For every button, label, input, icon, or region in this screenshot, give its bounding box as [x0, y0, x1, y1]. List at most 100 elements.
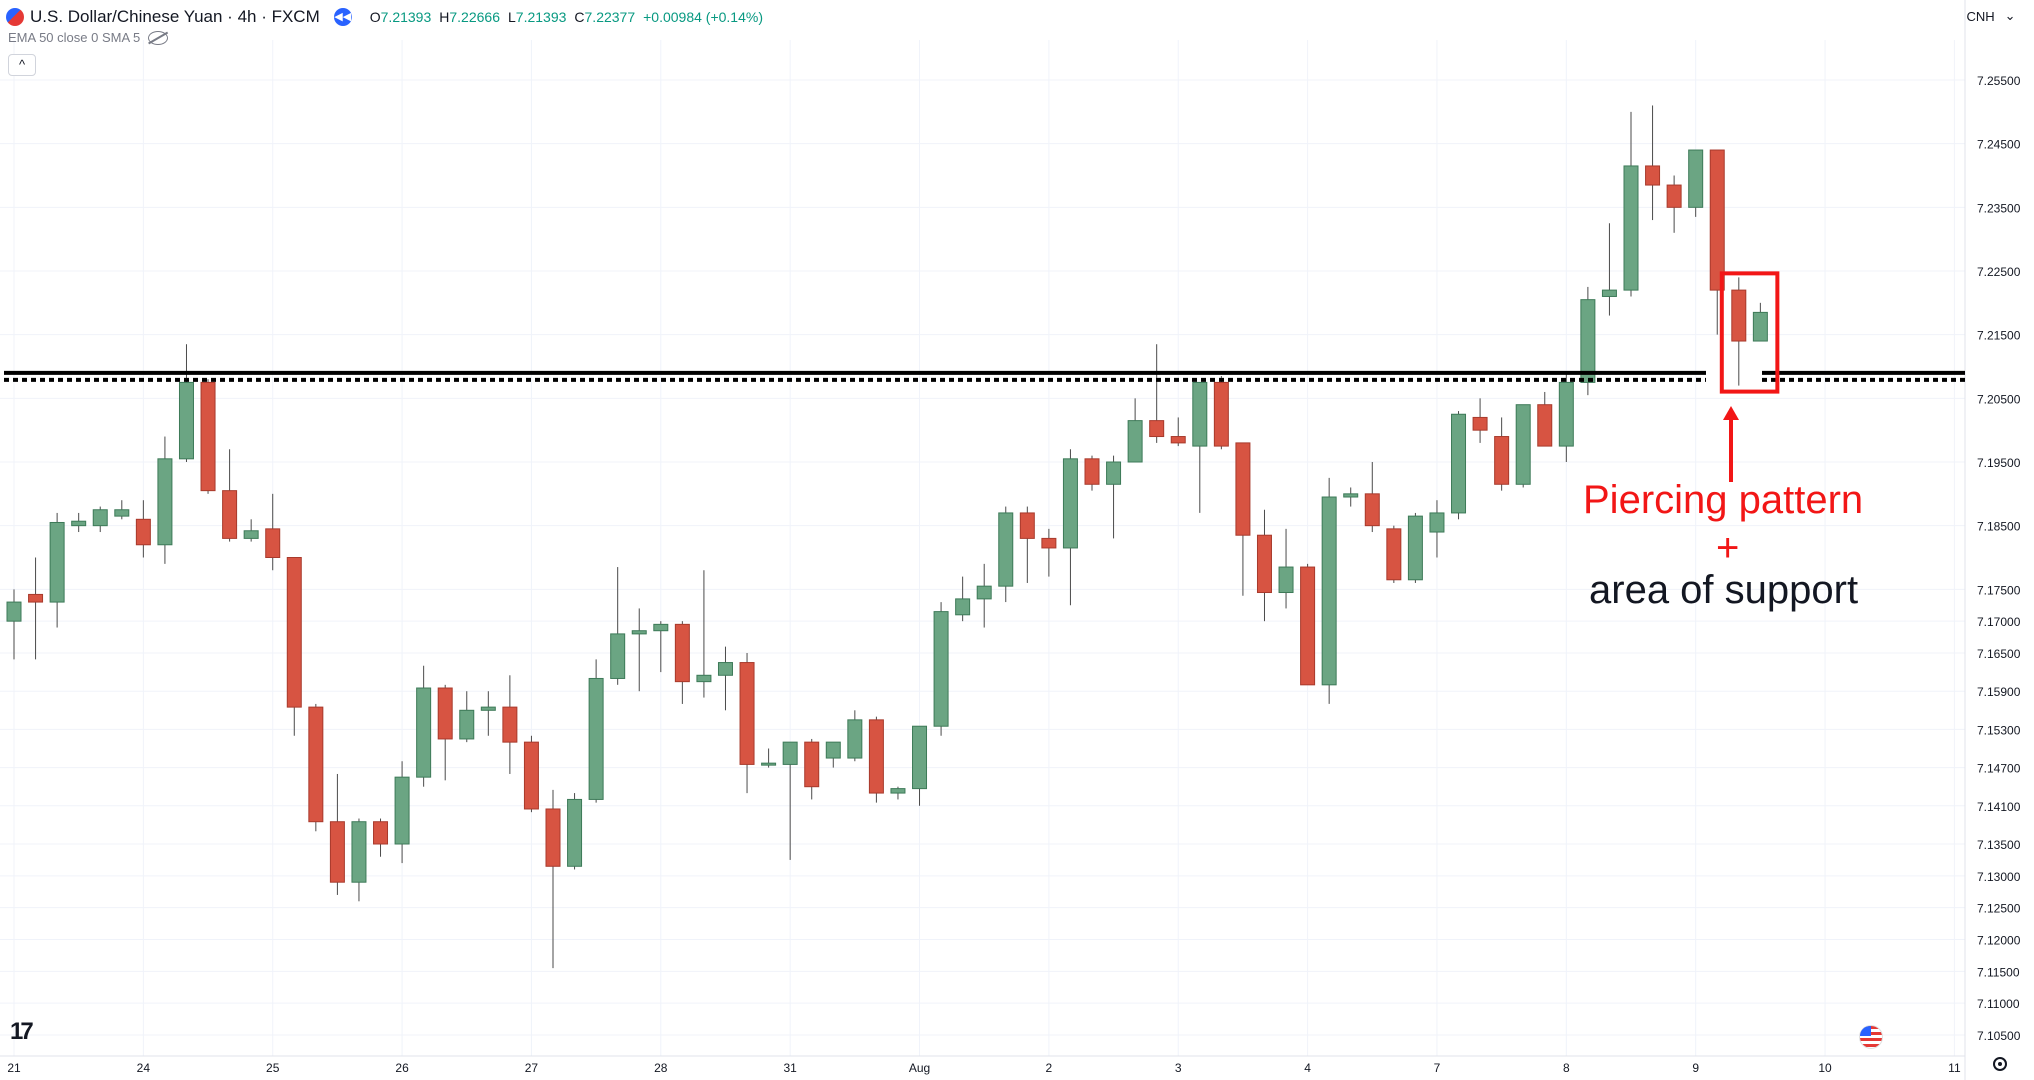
candle-body — [416, 687, 432, 778]
candle-body — [92, 509, 108, 527]
arrow-head — [1723, 406, 1739, 420]
candle-body — [1213, 381, 1229, 447]
candles — [6, 105, 1768, 969]
y-tick-label: 7.20500 — [1977, 392, 2021, 406]
replay-icon[interactable]: ◀◀ — [333, 8, 352, 26]
candle-body — [955, 598, 971, 616]
x-tick-label: 2 — [1046, 1061, 1053, 1075]
candle-body — [49, 521, 65, 603]
y-tick-label: 7.15900 — [1977, 685, 2021, 699]
candle-body — [1256, 534, 1272, 594]
y-tick-label: 7.23500 — [1977, 201, 2021, 215]
annotation-title: Piercing pattern — [1583, 478, 1864, 522]
candle-body — [71, 520, 87, 527]
eye-off-icon[interactable] — [148, 30, 169, 45]
candle-body — [1580, 299, 1596, 383]
candle-body — [351, 821, 367, 883]
currency-button[interactable]: CNH ⌄ — [1958, 4, 2024, 28]
candle-body — [976, 585, 992, 600]
tradingview-logo-icon[interactable]: 17 — [10, 1018, 34, 1045]
y-tick-label: 7.11000 — [1977, 997, 2020, 1011]
time-axis[interactable]: 21 24 25 26 27 28 31 Aug 2 3 4 7 8 9 10 11 — [7, 1061, 1961, 1075]
candle-body — [243, 530, 259, 539]
collapse-legend-button[interactable]: ^ — [8, 54, 36, 76]
candle-body — [1127, 420, 1143, 463]
us-flag-icon[interactable] — [1859, 1025, 1883, 1049]
candle-body — [912, 725, 928, 790]
chevron-down-icon: ⌄ — [2004, 8, 2016, 23]
annotation-subtitle: area of support — [1589, 568, 1859, 612]
x-tick-label: 25 — [266, 1061, 280, 1075]
price-axis[interactable]: 7.25500 7.24500 7.23500 7.22500 7.21500 7.205… — [1977, 74, 2021, 1043]
candle-body — [135, 518, 151, 546]
x-tick-label: 26 — [395, 1061, 409, 1075]
symbol-title[interactable]: U.S. Dollar/Chinese Yuan · 4h · FXCM — [30, 7, 320, 26]
candle-body — [1752, 311, 1768, 342]
candle-body — [157, 458, 173, 546]
chevron-up-icon: ^ — [18, 57, 26, 72]
low-value: 7.21393 — [515, 9, 567, 25]
candle-body — [1407, 515, 1423, 581]
candle-body — [1386, 528, 1402, 581]
candle-body — [1623, 165, 1639, 291]
candle-body — [1731, 289, 1747, 342]
settings-icon[interactable] — [1993, 1057, 2007, 1071]
candle-body — [1235, 442, 1251, 536]
open-label: O — [369, 9, 381, 25]
candle-body — [1364, 493, 1380, 527]
high-label: H — [439, 9, 450, 25]
y-tick-label: 7.12500 — [1977, 902, 2021, 916]
ohlc-values: O7.21393 H7.22666 L7.21393 C7.22377 +0.0… — [370, 9, 763, 25]
close-label: C — [574, 9, 585, 25]
y-tick-label: 7.15300 — [1977, 723, 2021, 737]
candle-body — [782, 741, 798, 765]
x-tick-label: 11 — [1948, 1061, 1961, 1075]
candle-body — [653, 623, 669, 632]
candle-body — [1645, 165, 1661, 186]
candle-body — [1062, 458, 1078, 549]
candle-body — [825, 741, 841, 759]
y-tick-label: 7.25500 — [1977, 74, 2021, 88]
candle-body — [1343, 493, 1359, 498]
candle-body — [1494, 436, 1510, 485]
x-tick-label: 21 — [7, 1061, 21, 1075]
x-tick-label: Aug — [909, 1061, 930, 1075]
open-value: 7.21393 — [380, 9, 432, 25]
x-tick-label: 24 — [137, 1061, 151, 1075]
candle-body — [1300, 566, 1316, 686]
candle-body — [998, 512, 1014, 587]
currency-label: CNH — [1966, 8, 1995, 24]
y-tick-label: 7.13500 — [1977, 838, 2021, 852]
chart-header: U.S. Dollar/Chinese Yuan · 4h · FXCM ◀◀ … — [0, 0, 763, 34]
candle-body — [847, 719, 863, 759]
candle-body — [739, 662, 755, 765]
x-tick-label: 4 — [1304, 1061, 1311, 1075]
candle-body — [804, 741, 820, 788]
y-tick-label: 7.14700 — [1977, 762, 2021, 776]
indicator-label[interactable]: EMA 50 close 0 SMA 5 — [8, 30, 141, 45]
candle-body — [480, 706, 496, 711]
y-tick-label: 7.19500 — [1977, 456, 2021, 470]
candle-body — [610, 633, 626, 679]
y-tick-label: 7.18500 — [1977, 520, 2021, 534]
x-tick-label: 9 — [1692, 1061, 1699, 1075]
y-tick-label: 7.11500 — [1977, 965, 2020, 979]
candle-body — [1192, 381, 1208, 447]
indicator-legend[interactable]: EMA 50 close 0 SMA 5 — [8, 30, 169, 45]
candle-body — [286, 557, 302, 708]
y-tick-label: 7.17500 — [1977, 583, 2021, 597]
candle-body — [1019, 512, 1035, 539]
candle-body — [890, 788, 906, 794]
candle-body — [1472, 416, 1488, 431]
candle-body — [265, 528, 281, 558]
candle-body — [1106, 461, 1122, 485]
y-tick-label: 7.22500 — [1977, 265, 2021, 279]
candle-body — [329, 821, 345, 883]
x-tick-label: 27 — [525, 1061, 539, 1075]
x-tick-label: 8 — [1563, 1061, 1570, 1075]
candle-body — [717, 662, 733, 676]
candle-body — [933, 611, 949, 727]
y-tick-label: 7.16500 — [1977, 647, 2021, 661]
candle-body — [1601, 289, 1617, 297]
